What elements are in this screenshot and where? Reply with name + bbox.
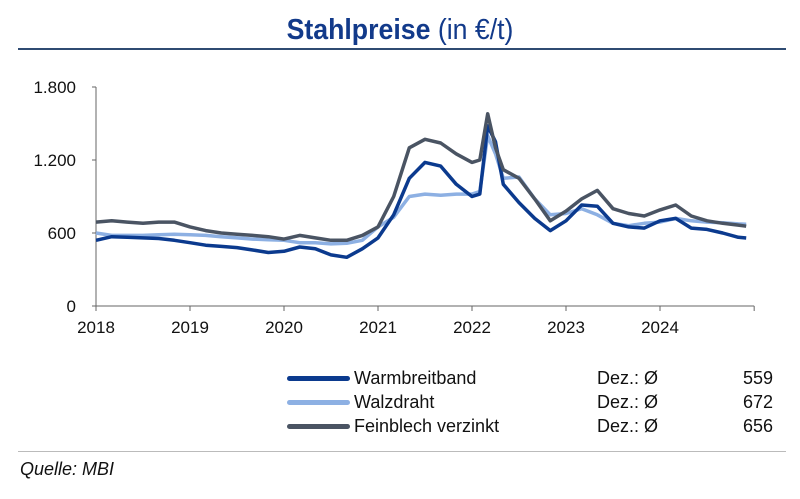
- chart-title-unit: (in €/t): [430, 14, 514, 46]
- x-tick-label: 2020: [265, 318, 303, 337]
- x-tick-label: 2024: [641, 318, 679, 337]
- y-tick-label: 0: [67, 297, 76, 316]
- legend-item: Warmbreitband Dez.: Ø 559: [287, 366, 773, 390]
- legend-item: Feinblech verzinkt Dez.: Ø 656: [287, 414, 773, 438]
- series-line-feinblech-verzinkt: [95, 112, 747, 243]
- series-line-walzdraht: [95, 133, 747, 246]
- legend-swatch: [287, 399, 350, 405]
- x-tick-label: 2019: [171, 318, 209, 337]
- chart-title-bold: Stahlpreise: [286, 14, 431, 46]
- dec-average-label: Dez.: Ø: [597, 368, 659, 388]
- legend-label: Warmbreitband: [354, 368, 477, 388]
- legend-item: Walzdraht Dez.: Ø 672: [287, 390, 773, 414]
- dec-average-value: 656: [742, 416, 773, 436]
- legend-label: Feinblech verzinkt: [354, 416, 500, 436]
- dec-average-value: 672: [742, 392, 773, 412]
- y-tick-label: 1.800: [33, 78, 76, 97]
- y-tick-label: 1.200: [33, 151, 76, 170]
- legend-swatch: [287, 423, 350, 429]
- series-line-warmbreitband: [95, 124, 747, 260]
- line-chart: 0 600 1.200 1.800 2018 2019 2020 2021 2022 2023 20…: [33, 78, 755, 337]
- x-tick-label: 2018: [77, 318, 115, 337]
- dec-average-label: Dez.: Ø: [597, 416, 659, 436]
- dec-average-value: 559: [742, 368, 773, 388]
- chart-title: Stahlpreise (in €/t): [32, 14, 768, 47]
- legend-swatch: [287, 375, 350, 381]
- source-note: Quelle: MBI: [20, 459, 115, 479]
- legend: Warmbreitband Dez.: Ø 559 Walzdraht Dez.: Ø 6…: [287, 366, 773, 438]
- x-tick-label: 2023: [547, 318, 585, 337]
- x-tick-label: 2021: [359, 318, 397, 337]
- x-tick-label: 2022: [453, 318, 491, 337]
- legend-label: Walzdraht: [354, 392, 435, 412]
- dec-average-label: Dez.: Ø: [597, 392, 659, 412]
- footer-rule: [18, 451, 786, 452]
- y-tick-label: 600: [48, 224, 76, 243]
- title-rule: [18, 48, 786, 50]
